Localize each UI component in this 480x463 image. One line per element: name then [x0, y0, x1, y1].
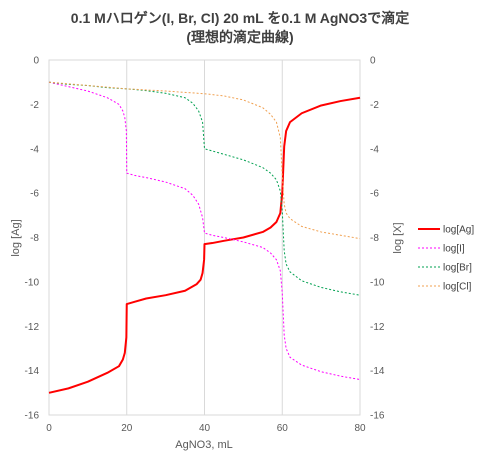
right-y-tick-label: -8: [370, 233, 379, 244]
series-line-logcl: [48, 81, 361, 240]
left-y-tick-label: -14: [25, 366, 40, 377]
right-y-tick-label: 0: [370, 56, 376, 67]
x-tick-label: 80: [354, 423, 366, 434]
legend-label: log[I]: [443, 244, 465, 255]
right-axis-ticks: 0 -2 -4 -6 -8 -10 -12 -14 -16: [370, 56, 385, 422]
legend-label: log[Cl]: [443, 282, 472, 293]
x-tick-label: 60: [277, 423, 289, 434]
right-y-tick-label: -4: [370, 144, 379, 155]
left-y-tick-label: -6: [30, 189, 39, 200]
left-y-tick-label: 0: [33, 56, 39, 67]
x-tick-label: 40: [199, 423, 211, 434]
right-y-tick-label: -16: [370, 411, 385, 422]
left-axis-ticks: 0 -2 -4 -6 -8 -10 -12 -14 -16: [25, 56, 40, 422]
right-y-tick-label: -12: [370, 322, 385, 333]
left-y-tick-label: -2: [30, 100, 39, 111]
series-lines: [48, 81, 361, 394]
x-axis-ticks: 0 20 40 60 80: [46, 423, 366, 434]
series-line-logag: [48, 96, 361, 394]
chart-subtitle: (理想的滴定曲線): [186, 29, 293, 45]
x-tick-label: 0: [46, 423, 52, 434]
x-axis-label: AgNO3, mL: [175, 439, 232, 451]
right-y-tick-label: -14: [370, 366, 385, 377]
series-line-logi: [48, 81, 361, 380]
right-y-tick-label: -6: [370, 189, 379, 200]
legend-label: log[Br]: [443, 263, 472, 274]
y-axis-label-left: log [Ag]: [10, 219, 22, 256]
grid-lines: [126, 60, 283, 415]
plot-area-border: [48, 59, 361, 416]
left-y-tick-label: -16: [25, 411, 40, 422]
right-y-tick-label: -2: [370, 100, 379, 111]
chart-title: 0.1 Mハロゲン(I, Br, Cl) 20 mL を0.1 M AgNO3で…: [71, 10, 409, 26]
left-y-tick-label: -10: [25, 277, 40, 288]
x-tick-label: 20: [121, 423, 133, 434]
y-axis-label-right: log [X]: [392, 222, 404, 253]
legend: log[Ag] log[I] log[Br] log[Cl]: [418, 225, 474, 293]
left-y-tick-label: -4: [30, 144, 39, 155]
left-y-tick-label: -8: [30, 233, 39, 244]
right-y-tick-label: -10: [370, 277, 385, 288]
left-y-tick-label: -12: [25, 322, 40, 333]
legend-label: log[Ag]: [443, 225, 474, 236]
